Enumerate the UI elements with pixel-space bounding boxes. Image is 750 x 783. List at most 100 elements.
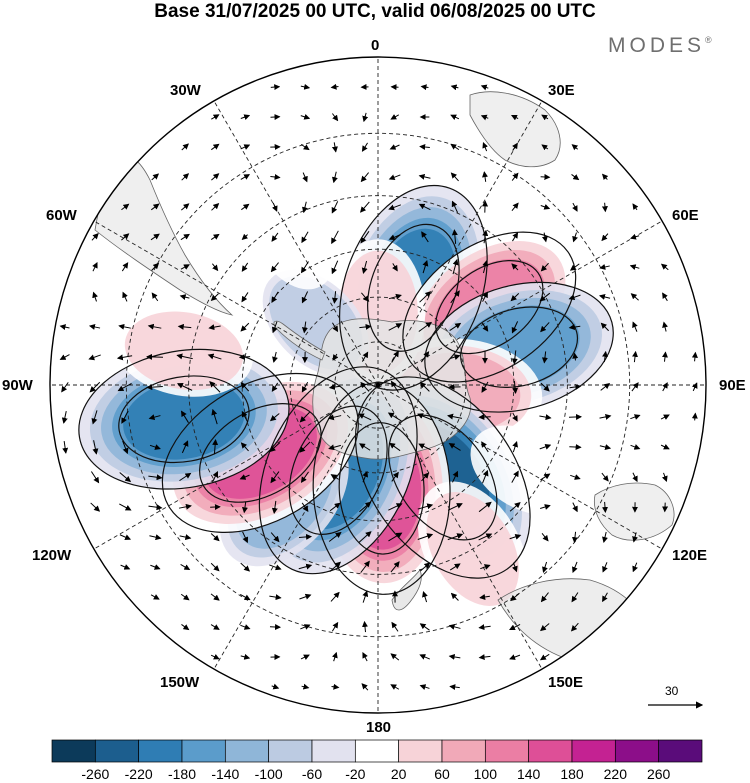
wind-vector bbox=[512, 380, 519, 394]
colorbar-swatch bbox=[354, 739, 400, 763]
wind-vector bbox=[331, 683, 340, 690]
wind-vector bbox=[207, 353, 222, 360]
wind-vector bbox=[451, 200, 459, 213]
wind-vector bbox=[387, 412, 402, 422]
wind-vector bbox=[300, 654, 310, 660]
wind-vector bbox=[119, 534, 132, 540]
colorbar-tick-label: 140 bbox=[516, 766, 541, 782]
wind-vector bbox=[241, 292, 249, 303]
wind-vector bbox=[269, 594, 282, 601]
wind-vector bbox=[600, 322, 609, 332]
wind-vector bbox=[390, 561, 400, 573]
wind-vector bbox=[572, 502, 578, 513]
lon-label-150w: 150W bbox=[160, 674, 200, 691]
geopotential-contours bbox=[78, 184, 614, 595]
wind-vector bbox=[569, 383, 582, 390]
lon-label-120e: 120E bbox=[672, 547, 708, 564]
colorbar-tick-label: 220 bbox=[603, 766, 628, 782]
wind-vector bbox=[630, 414, 641, 420]
wind-vector bbox=[480, 84, 489, 91]
wind-vector bbox=[481, 322, 489, 332]
wind-vector bbox=[240, 322, 250, 332]
wind-vector bbox=[509, 623, 521, 631]
lon-label-90e: 90E bbox=[719, 377, 746, 394]
wind-vector bbox=[300, 113, 311, 120]
south-pole-marker bbox=[375, 382, 381, 388]
wind-vector bbox=[270, 471, 280, 484]
wind-vector bbox=[210, 533, 220, 542]
wind-vector bbox=[631, 382, 639, 392]
wind-vector bbox=[480, 564, 491, 570]
wind-vector bbox=[571, 174, 580, 181]
wind-vector bbox=[512, 562, 518, 573]
wind-vector bbox=[362, 590, 369, 603]
wind-vector bbox=[210, 624, 220, 630]
colorbar-swatch bbox=[181, 739, 226, 763]
wind-vector bbox=[362, 470, 369, 483]
wind-vector bbox=[480, 114, 489, 121]
wind-vector bbox=[420, 562, 431, 572]
wind-vector bbox=[272, 202, 278, 212]
map-boundary bbox=[49, 56, 707, 714]
wind-vector bbox=[542, 561, 548, 573]
wind-vector bbox=[389, 442, 401, 452]
contour-line bbox=[367, 223, 460, 352]
wind-vector bbox=[478, 624, 491, 631]
colorbar-tick-label: 20 bbox=[390, 766, 407, 782]
wind-vector bbox=[361, 351, 369, 362]
meridian-line bbox=[93, 384, 379, 550]
lon-label-180: 180 bbox=[366, 719, 392, 736]
wind-vector bbox=[388, 323, 403, 331]
parallel-line bbox=[125, 132, 631, 638]
wind-vector bbox=[360, 381, 370, 392]
wind-vector bbox=[92, 291, 98, 302]
wind-vector bbox=[150, 594, 160, 600]
wind-vector bbox=[271, 500, 278, 515]
wind-vector bbox=[661, 351, 668, 362]
wind-vector bbox=[271, 232, 279, 242]
wind-vector bbox=[299, 411, 310, 423]
wind-vector bbox=[239, 474, 250, 480]
wind-vector bbox=[481, 381, 489, 393]
wind-vector bbox=[181, 173, 190, 181]
wind-vector bbox=[660, 444, 670, 450]
wind-vector bbox=[179, 472, 192, 482]
wind-vector bbox=[450, 592, 459, 601]
chart-title: Base 31/07/2025 00 UTC, valid 06/08/2025… bbox=[154, 1, 596, 22]
wind-vector bbox=[421, 231, 429, 243]
wind-vector bbox=[332, 322, 339, 333]
wind-vector bbox=[447, 533, 464, 541]
wind-vector bbox=[299, 441, 311, 453]
wind-vector bbox=[332, 353, 339, 361]
wind-vector bbox=[420, 84, 429, 91]
wind-vector bbox=[177, 323, 192, 330]
wind-vector bbox=[120, 564, 131, 570]
wind-vector bbox=[540, 173, 551, 180]
wind-vector bbox=[211, 202, 220, 211]
brand-name: MODES bbox=[608, 34, 706, 57]
wind-vector bbox=[271, 291, 279, 303]
wind-vector bbox=[478, 501, 492, 513]
wind-vector bbox=[327, 414, 342, 421]
wind-vector bbox=[452, 258, 459, 275]
wind-vector bbox=[601, 173, 609, 181]
contour-line bbox=[435, 260, 544, 355]
wind-vector bbox=[118, 323, 131, 330]
lon-label-30w: 30W bbox=[170, 82, 201, 99]
wind-vector bbox=[450, 172, 459, 182]
wind-vector bbox=[422, 590, 428, 603]
wind-vector bbox=[298, 533, 313, 540]
wind-vector bbox=[511, 321, 519, 334]
wind-vector bbox=[418, 321, 433, 332]
wind-vector bbox=[331, 260, 339, 275]
meridian-line bbox=[213, 384, 379, 670]
wind-vector bbox=[390, 653, 400, 661]
wind-vector bbox=[569, 444, 582, 451]
wind-vector bbox=[388, 503, 403, 511]
wind-vector bbox=[61, 382, 69, 393]
wind-vector bbox=[92, 440, 99, 455]
wind-vector bbox=[331, 113, 339, 122]
wind-vector bbox=[149, 444, 161, 450]
wind-vector bbox=[239, 593, 251, 601]
wind-vector bbox=[302, 172, 308, 183]
